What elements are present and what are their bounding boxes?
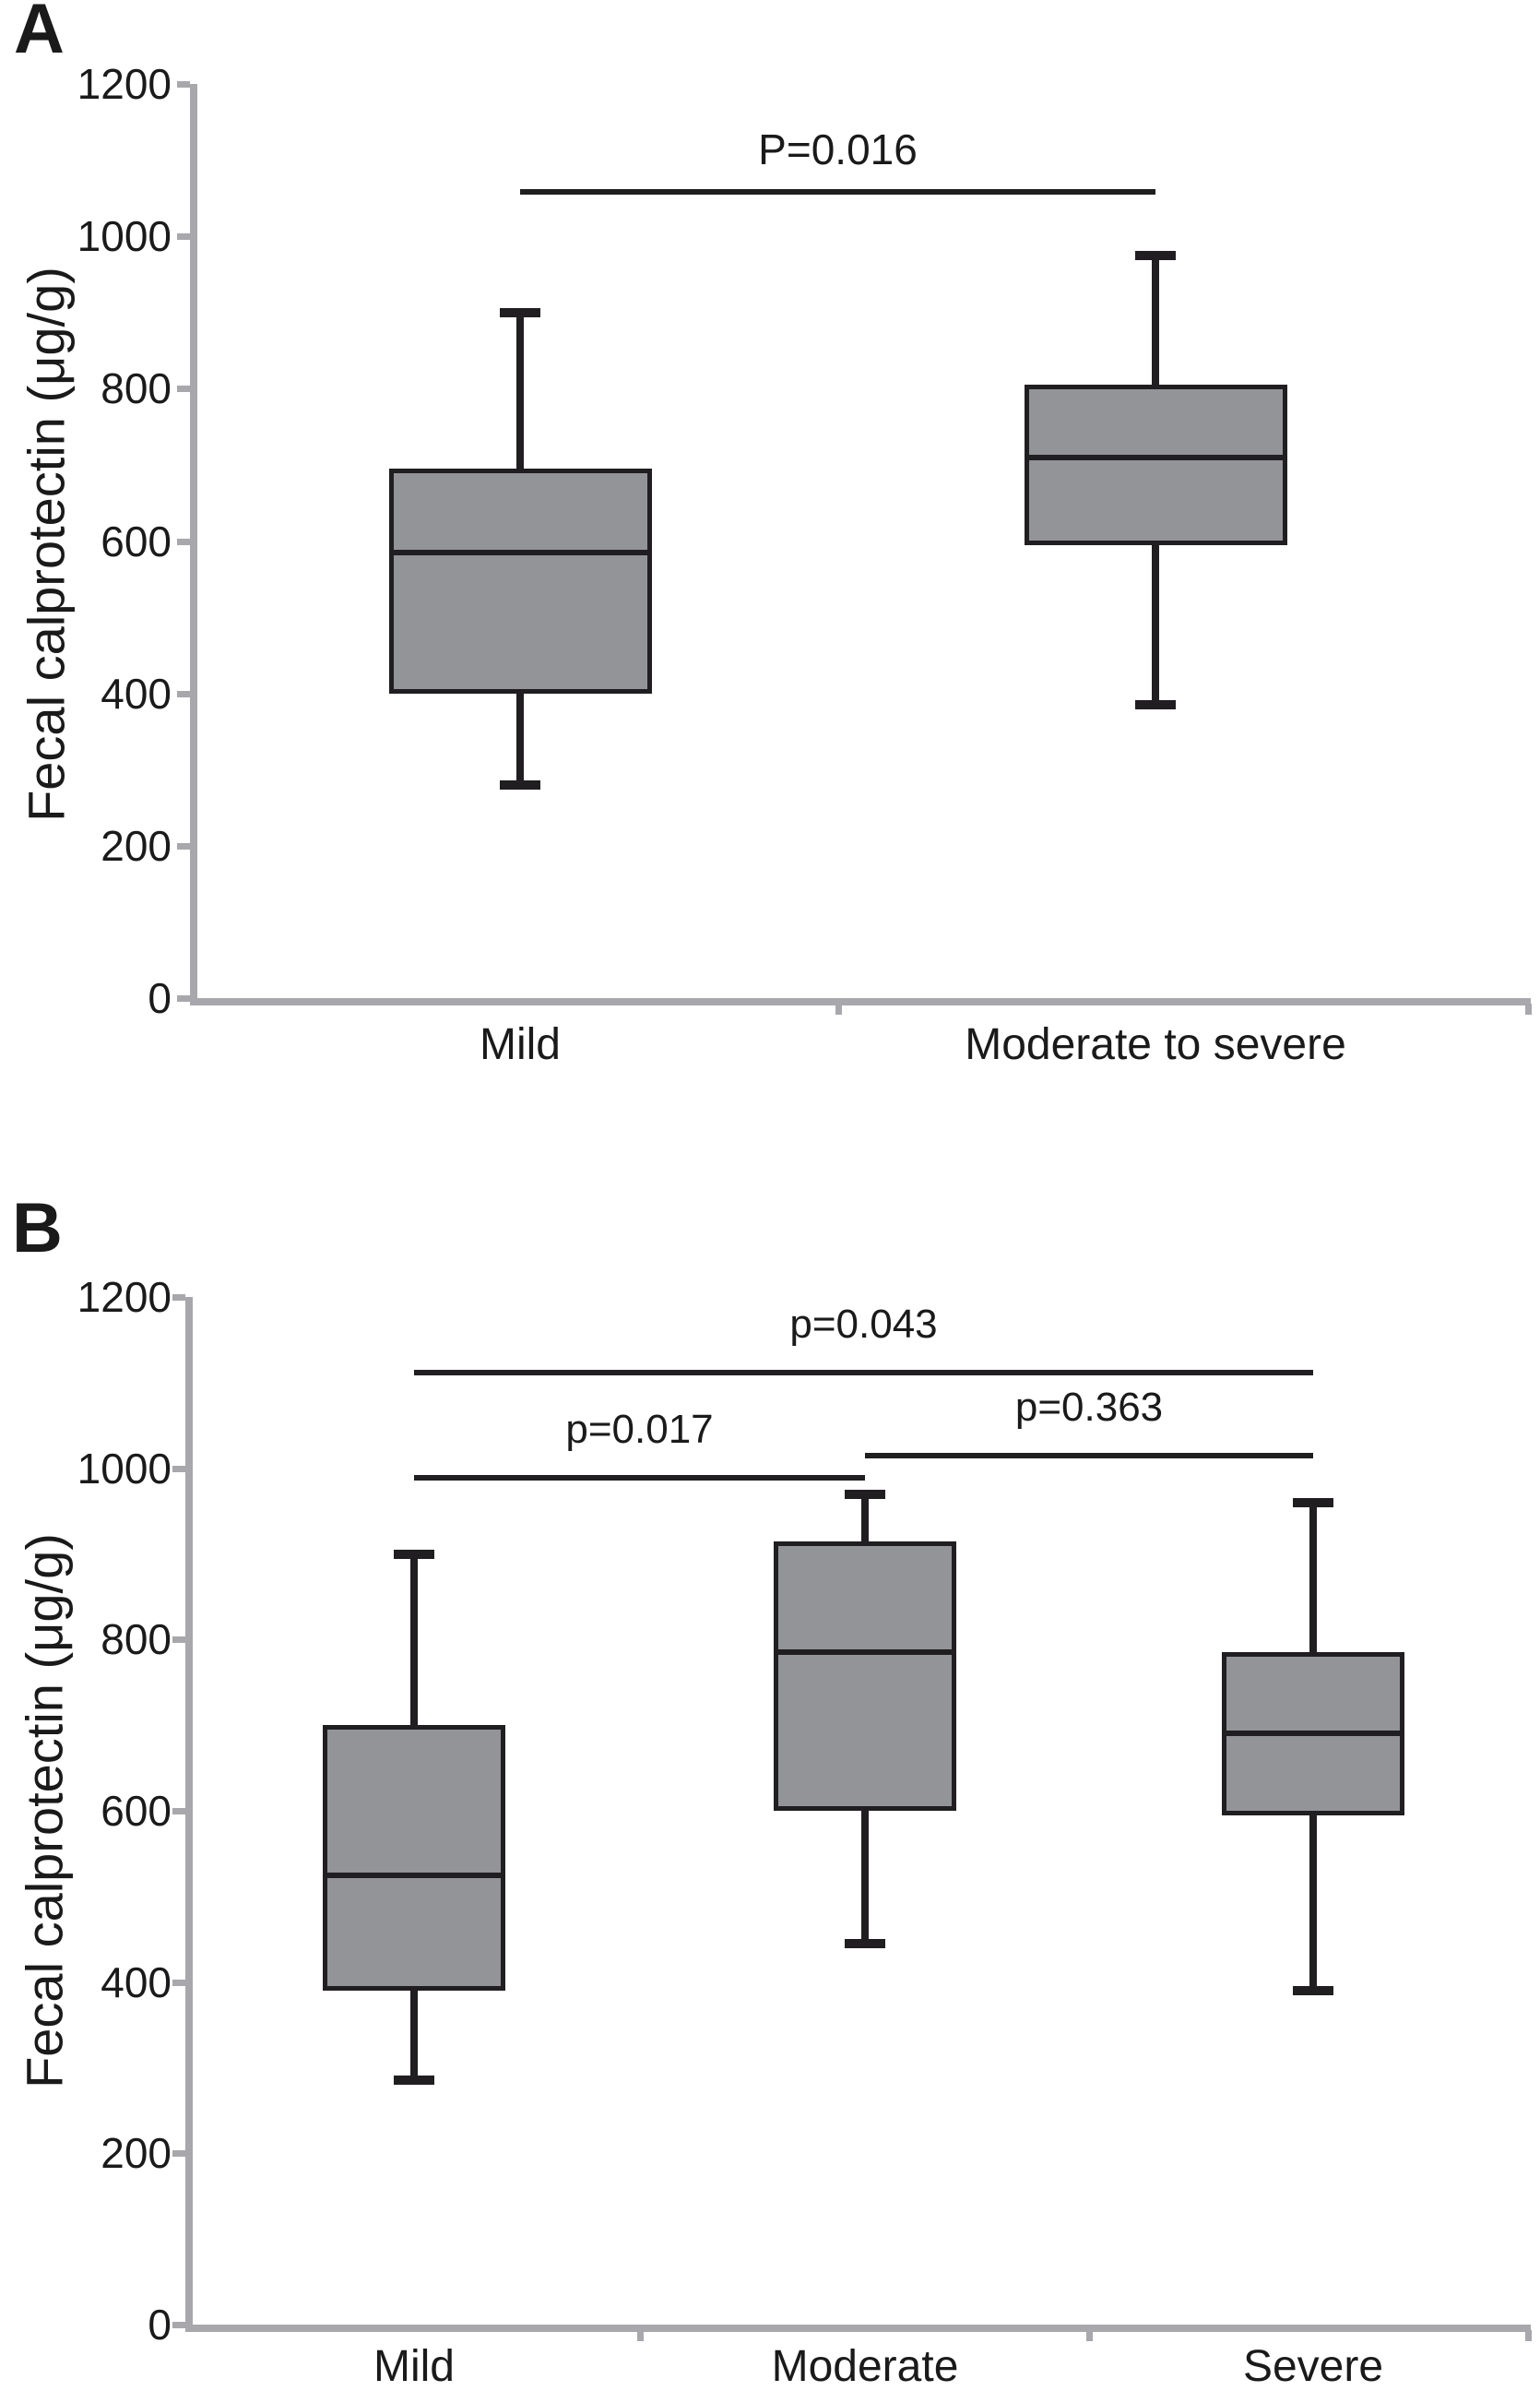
y-tick-label-b-400: 400 — [101, 1957, 172, 2006]
pvalue-label-b-0: p=0.043 — [789, 1301, 938, 1347]
y-tick-label-b-600: 600 — [101, 1787, 172, 1835]
whisker-cap-lower-b-severe — [1293, 1985, 1333, 1995]
y-tick-a-600 — [177, 538, 190, 545]
whisker-upper-a-mild — [516, 312, 524, 470]
whisker-cap-lower-b-mild — [394, 2076, 434, 2086]
x-end-tick-a — [1525, 1004, 1532, 1015]
whisker-cap-upper-b-severe — [1293, 1497, 1333, 1507]
whisker-cap-lower-a-mild — [500, 779, 540, 790]
x-mid-tick-a-0 — [835, 1004, 842, 1015]
whisker-lower-a-mild — [516, 693, 524, 785]
y-tick-label-b-1000: 1000 — [77, 1444, 172, 1493]
y-tick-a-800 — [177, 386, 190, 393]
y-tick-a-200 — [177, 842, 190, 850]
whisker-upper-b-severe — [1309, 1502, 1317, 1653]
y-tick-label-a-800: 800 — [101, 364, 172, 413]
pvalue-bracket-b-0 — [414, 1369, 1313, 1375]
whisker-upper-b-mild — [410, 1553, 418, 1726]
y-tick-a-400 — [177, 690, 190, 697]
y-tick-label-a-1200: 1200 — [77, 60, 172, 108]
whisker-lower-a-moderate-to-severe — [1152, 544, 1159, 706]
y-tick-label-a-400: 400 — [101, 669, 172, 718]
panel-letter-b: B — [12, 1189, 63, 1267]
whisker-upper-b-moderate — [861, 1493, 869, 1541]
median-a-mild — [388, 549, 652, 555]
median-b-severe — [1222, 1731, 1404, 1737]
pvalue-label-b-1: p=0.017 — [565, 1406, 714, 1452]
x-mid-tick-b-1 — [1086, 2330, 1093, 2341]
y-tick-a-1200 — [177, 81, 190, 88]
y-tick-label-b-0: 0 — [148, 2301, 172, 2349]
category-label-b-moderate: Moderate — [771, 2342, 959, 2391]
whisker-cap-upper-a-mild — [500, 307, 540, 317]
pvalue-bracket-b-2 — [865, 1452, 1313, 1458]
x-end-tick-b — [1525, 2330, 1532, 2341]
box-a-moderate-to-severe — [1024, 385, 1287, 545]
panel-letter-a: A — [14, 0, 65, 68]
pvalue-label-b-2: p=0.363 — [1014, 1384, 1164, 1430]
pvalue-label-a-0: P=0.016 — [758, 125, 918, 174]
category-label-a-moderate-to-severe: Moderate to severe — [965, 1020, 1346, 1069]
median-a-moderate-to-severe — [1024, 454, 1287, 460]
whisker-cap-upper-b-moderate — [845, 1489, 885, 1499]
whisker-lower-b-mild — [410, 1990, 418, 2081]
whisker-upper-a-moderate-to-severe — [1152, 255, 1159, 386]
box-b-moderate — [774, 1540, 956, 1811]
y-tick-b-200 — [172, 2150, 185, 2158]
y-tick-b-800 — [172, 1636, 185, 1644]
whisker-cap-lower-a-moderate-to-severe — [1135, 700, 1176, 710]
y-tick-label-b-800: 800 — [101, 1615, 172, 1664]
y-tick-label-b-1200: 1200 — [77, 1273, 172, 1321]
box-a-mild — [388, 469, 652, 694]
y-tick-b-1000 — [172, 1465, 185, 1472]
y-tick-b-600 — [172, 1808, 185, 1814]
category-label-b-severe: Severe — [1242, 2342, 1384, 2391]
y-tick-label-a-1000: 1000 — [77, 212, 172, 261]
y-tick-label-a-0: 0 — [148, 974, 172, 1022]
pvalue-bracket-a-0 — [520, 189, 1155, 196]
whisker-cap-upper-b-mild — [394, 1549, 434, 1559]
y-axis-line-a — [190, 84, 197, 1005]
y-tick-a-1000 — [177, 233, 190, 241]
whisker-lower-b-moderate — [861, 1811, 869, 1944]
whisker-cap-lower-b-moderate — [845, 1938, 885, 1948]
y-tick-b-1200 — [172, 1294, 185, 1301]
whisker-lower-b-severe — [1309, 1814, 1317, 1991]
y-tick-label-a-200: 200 — [101, 821, 172, 870]
x-mid-tick-b-0 — [636, 2330, 644, 2341]
y-axis-line-b — [185, 1297, 193, 2332]
category-label-b-mild: Mild — [373, 2342, 455, 2391]
whisker-cap-upper-a-moderate-to-severe — [1135, 250, 1176, 260]
y-tick-label-a-600: 600 — [101, 517, 172, 565]
x-axis-line-a — [190, 998, 1531, 1005]
y-tick-label-b-200: 200 — [101, 2129, 172, 2178]
box-b-mild — [323, 1725, 505, 1991]
category-label-a-mild: Mild — [479, 1020, 561, 1069]
median-b-mild — [323, 1872, 505, 1878]
y-tick-b-400 — [172, 1979, 185, 1986]
pvalue-bracket-b-1 — [414, 1474, 865, 1481]
y-tick-a-0 — [177, 995, 190, 1002]
median-b-moderate — [774, 1649, 956, 1656]
y-tick-b-0 — [172, 2322, 185, 2328]
x-axis-line-b — [185, 2325, 1531, 2332]
